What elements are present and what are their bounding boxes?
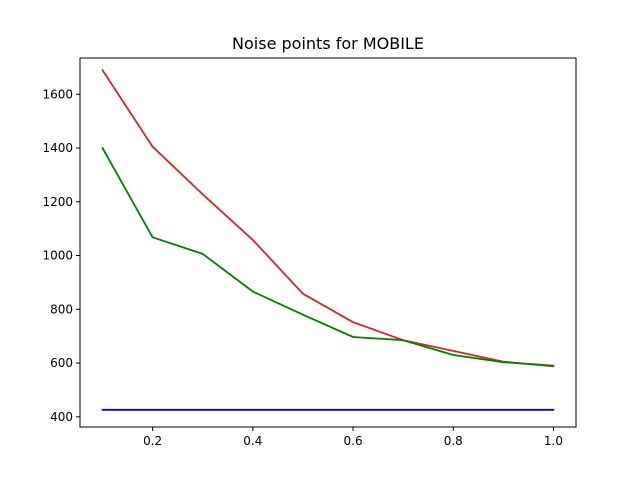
series-line-1 [101, 69, 555, 368]
x-tick-label: 0.2 [143, 434, 162, 448]
series-line-2 [101, 147, 555, 367]
y-tick-label: 1400 [42, 141, 73, 155]
x-tick-label: 0.6 [344, 434, 363, 448]
y-tick-label: 800 [50, 302, 73, 316]
plot-area-frame [79, 57, 577, 428]
x-tick-label: 0.4 [243, 434, 262, 448]
y-axis: 400 600 800 1000 1200 1400 1600 [42, 87, 80, 424]
x-tick-label: 0.8 [444, 434, 463, 448]
y-tick-label: 600 [50, 356, 73, 370]
x-tick-label: 1.0 [544, 434, 563, 448]
x-axis: 0.2 0.4 0.6 0.8 1.0 [143, 427, 563, 448]
y-tick-label: 400 [50, 410, 73, 424]
y-tick-label: 1200 [42, 195, 73, 209]
series-layer [101, 69, 555, 411]
y-tick-label: 1000 [42, 249, 73, 263]
chart-title: Noise points for MOBILE [232, 34, 424, 53]
y-tick-label: 1600 [42, 87, 73, 101]
